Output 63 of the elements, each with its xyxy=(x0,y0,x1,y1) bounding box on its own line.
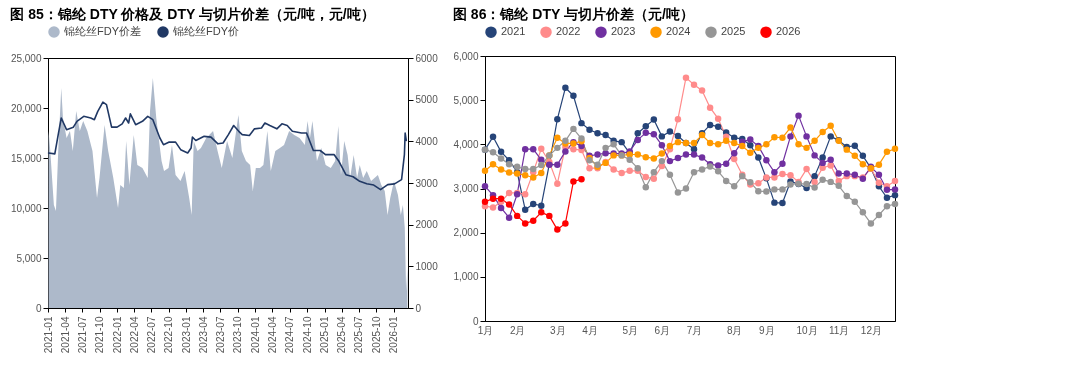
y-tick-label: 2,000 xyxy=(453,227,479,239)
x-tick-label: 10月 xyxy=(796,324,818,336)
x-tick-label: 2021-07 xyxy=(76,316,88,354)
y2-tick-label: 5000 xyxy=(415,94,439,106)
x-tick-label: 12月 xyxy=(860,324,882,336)
x-tick-label: 2022-07 xyxy=(145,316,157,354)
x-tick-label: 2024-01 xyxy=(249,316,261,354)
x-tick-label: 2024-10 xyxy=(301,316,313,354)
y-tick-label: 5,000 xyxy=(453,94,479,106)
x-tick-label: 2026-01 xyxy=(388,316,400,354)
x-tick-label: 8月 xyxy=(726,324,743,336)
x-tick-label: 2023-10 xyxy=(232,316,244,354)
legend-label: 锦纶丝FDY价 xyxy=(172,25,239,37)
y-tick-label: 5,000 xyxy=(16,252,42,264)
x-tick-label: 2025-01 xyxy=(319,316,331,354)
y2-tick-label: 0 xyxy=(415,302,422,314)
x-tick-label: 7月 xyxy=(686,324,703,336)
y2-tick-label: 3000 xyxy=(415,177,439,189)
y-tick-label: 15,000 xyxy=(10,152,42,164)
x-tick-label: 3月 xyxy=(550,324,566,336)
legend-label: 2026 xyxy=(776,25,801,38)
legend-label: 2021 xyxy=(501,25,526,38)
y-tick-label: 0 xyxy=(472,315,479,327)
x-tick-label: 1月 xyxy=(477,324,494,336)
x-tick-label: 4月 xyxy=(582,324,598,336)
x-tick-label: 2024-04 xyxy=(266,316,278,354)
x-tick-label: 2023-07 xyxy=(214,316,226,354)
y2-tick-label: 2000 xyxy=(415,219,439,231)
y-tick-label: 6,000 xyxy=(453,50,479,62)
x-tick-label: 2022-04 xyxy=(128,316,140,354)
x-tick-label: 2022-01 xyxy=(111,316,123,354)
y-tick-label: 1,000 xyxy=(453,271,479,283)
y2-tick-label: 6000 xyxy=(415,52,439,64)
x-tick-label: 2024-07 xyxy=(284,316,296,354)
x-tick-label: 9月 xyxy=(759,324,775,336)
y-tick-label: 4,000 xyxy=(453,138,479,150)
y2-tick-label: 4000 xyxy=(415,135,439,147)
x-tick-label: 2025-07 xyxy=(353,316,365,354)
x-tick-label: 6月 xyxy=(654,324,671,336)
x-tick-label: 2021-01 xyxy=(42,316,54,354)
legend-label: 2023 xyxy=(611,25,636,38)
y-tick-label: 20,000 xyxy=(10,102,42,114)
chart-title: 图 85：锦纶 DTY 价格及 DTY 与切片价差（元/吨，元/吨） xyxy=(10,6,375,22)
x-tick-label: 2月 xyxy=(509,324,526,336)
x-tick-label: 2021-04 xyxy=(59,316,71,354)
legend-label: 2025 xyxy=(721,25,746,38)
x-tick-label: 2023-04 xyxy=(197,316,209,354)
x-tick-label: 5月 xyxy=(622,324,638,336)
y-tick-label: 25,000 xyxy=(10,52,42,64)
legend-label: 2022 xyxy=(556,25,581,38)
x-tick-label: 2022-10 xyxy=(163,316,175,354)
x-tick-label: 11月 xyxy=(829,324,850,336)
x-tick-label: 2025-04 xyxy=(336,316,348,354)
legend-label: 锦纶丝FDY价差 xyxy=(63,25,141,37)
x-tick-label: 2021-10 xyxy=(94,316,106,354)
y-tick-label: 10,000 xyxy=(10,202,42,214)
x-tick-label: 2023-01 xyxy=(180,316,192,354)
y-tick-label: 3,000 xyxy=(453,183,479,194)
x-tick-label: 2025-10 xyxy=(370,316,382,354)
y2-tick-label: 1000 xyxy=(415,260,439,272)
chart-title: 图 86：锦纶 DTY 与切片价差（元/吨） xyxy=(452,6,694,22)
y-tick-label: 0 xyxy=(35,302,42,314)
legend-label: 2024 xyxy=(666,25,691,38)
